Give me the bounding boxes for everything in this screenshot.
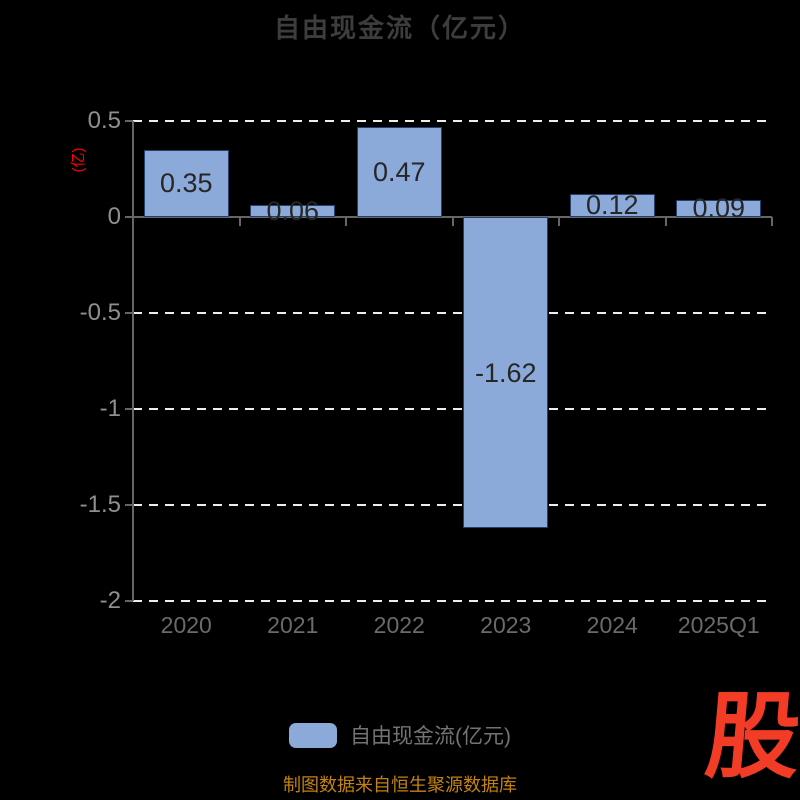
- gridline-0.5: [133, 120, 772, 122]
- y-axis-tick-label: 0.5: [87, 107, 121, 134]
- bar-value-label: 0.12: [585, 190, 639, 221]
- bar-2024[interactable]: [569, 193, 655, 217]
- y-axis-tick-label: 0: [107, 203, 121, 230]
- bar-value-label: 0.35: [159, 168, 213, 199]
- x-axis-label-2022: 2022: [373, 612, 425, 638]
- bar-value-label: 0.47: [372, 156, 426, 187]
- x-axis-tick: [238, 217, 241, 226]
- y-axis-tick-label: -2: [99, 587, 121, 614]
- gridline--1: [133, 408, 772, 410]
- y-axis-line: [132, 121, 134, 601]
- y-axis-tick-label: -1.5: [79, 491, 121, 518]
- x-axis-tick: [132, 217, 134, 226]
- y-axis-tick: [125, 216, 133, 218]
- x-axis-tick: [345, 217, 347, 226]
- brand-logo: 股: [701, 684, 800, 789]
- x-axis-label-2023: 2023: [480, 612, 532, 638]
- x-axis-label-2025Q1: 2025Q1: [677, 612, 760, 638]
- bar-value-label: 0.09: [692, 193, 746, 224]
- x-axis-tick: [558, 217, 560, 226]
- bar-value-label: 0.06: [266, 196, 320, 227]
- x-axis-tick: [664, 217, 667, 226]
- x-axis-label-2021: 2021: [267, 612, 319, 638]
- x-axis-tick: [451, 217, 454, 226]
- legend[interactable]: 自由现金流(亿元): [0, 720, 800, 750]
- gridline--2: [133, 600, 772, 602]
- y-axis-tick: [125, 504, 133, 506]
- bar-2023[interactable]: [463, 217, 549, 529]
- bar-value-label: -1.62: [474, 357, 537, 388]
- x-axis-label-2024: 2024: [586, 612, 638, 638]
- y-axis-tick-label: -0.5: [79, 299, 121, 326]
- source-note: 制图数据来自恒生聚源数据库: [283, 775, 517, 795]
- y-axis-tick: [125, 312, 133, 314]
- y-axis-tick: [125, 120, 133, 122]
- bar-2020[interactable]: [143, 149, 229, 217]
- y-axis-tick: [125, 600, 133, 602]
- legend-label: 自由现金流(亿元): [350, 725, 511, 748]
- bar-2021[interactable]: [250, 205, 336, 217]
- y-axis-tick: [125, 408, 133, 410]
- chart-title: 自由现金流（亿元）: [273, 13, 526, 43]
- bar-2025Q1[interactable]: [676, 199, 762, 217]
- y-axis-tick-label: -1: [99, 395, 121, 422]
- gridline--1.5: [133, 504, 772, 506]
- x-axis-label-2020: 2020: [160, 612, 212, 638]
- bar-2022[interactable]: [356, 126, 442, 217]
- gridline--0.5: [133, 312, 772, 314]
- legend-swatch: [289, 722, 337, 748]
- x-axis-tick: [771, 217, 773, 226]
